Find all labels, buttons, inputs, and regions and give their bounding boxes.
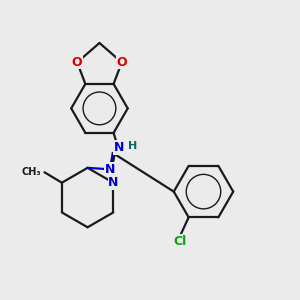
Text: O: O bbox=[116, 56, 127, 69]
Text: N: N bbox=[108, 176, 119, 189]
Text: Cl: Cl bbox=[173, 235, 186, 248]
Text: O: O bbox=[72, 56, 83, 69]
Text: N: N bbox=[105, 163, 115, 176]
Text: CH₃: CH₃ bbox=[22, 167, 41, 177]
Text: H: H bbox=[128, 141, 137, 151]
Text: N: N bbox=[114, 141, 124, 154]
